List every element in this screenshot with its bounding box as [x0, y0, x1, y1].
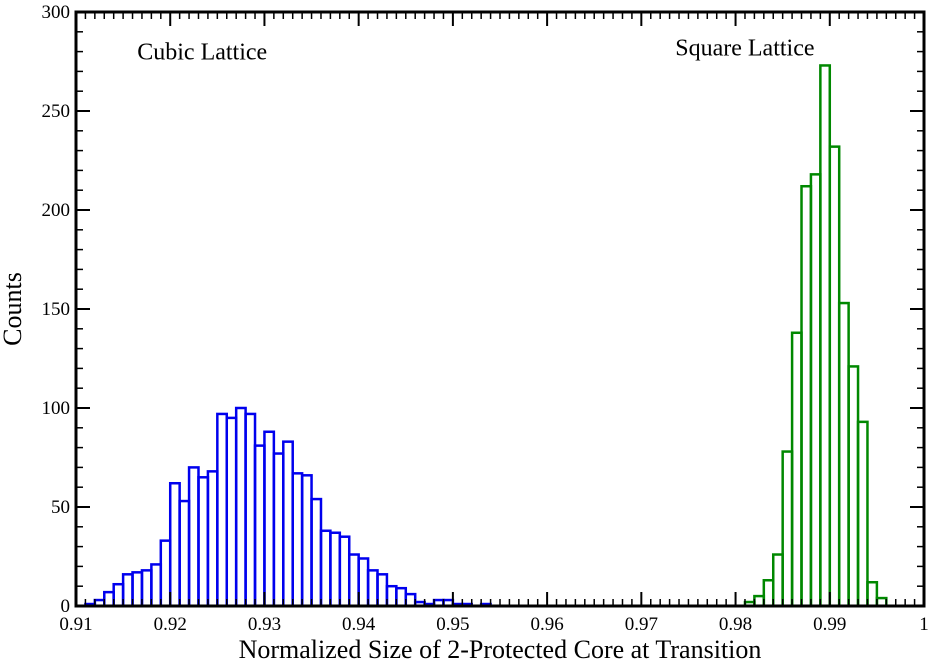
histogram-bar [866, 580, 879, 608]
histogram-bar [395, 586, 408, 608]
histogram-bar [385, 584, 398, 608]
histogram-bar [234, 406, 247, 608]
histogram-bar [131, 571, 144, 608]
histogram-bar [366, 569, 379, 608]
histogram-bar [263, 430, 276, 608]
histogram-bar [800, 184, 813, 608]
histogram-bar [376, 573, 389, 608]
histogram-bar [790, 331, 803, 608]
histogram-bar [168, 481, 181, 608]
y-tick-label: 300 [42, 2, 71, 23]
series-cubic-lattice [84, 406, 492, 608]
series-square-lattice [743, 64, 888, 608]
x-tick-label: 0.99 [813, 614, 846, 635]
annotation-cubic-lattice: Cubic Lattice [137, 40, 267, 66]
histogram-bar [103, 590, 115, 608]
x-tick-label: 0.94 [342, 614, 376, 635]
x-tick-label: 0.92 [154, 614, 187, 635]
histogram-bar [819, 64, 832, 608]
x-axis-title: Normalized Size of 2-Protected Core at T… [239, 635, 762, 663]
y-tick-label: 100 [42, 398, 71, 419]
histogram-bar [762, 579, 775, 608]
histogram-bar [837, 301, 850, 608]
y-tick-label: 150 [42, 299, 71, 320]
x-tick-label: 0.93 [248, 614, 281, 635]
y-tick-label: 50 [51, 497, 70, 518]
x-tick-label: 0.91 [59, 614, 92, 635]
histogram-bar [781, 450, 794, 608]
histogram-bar [847, 365, 860, 608]
y-axis-title: Counts [0, 272, 27, 346]
bars-layer [84, 64, 888, 608]
x-tick-label: 1 [919, 614, 929, 635]
histogram-bar [159, 539, 172, 608]
histogram-bar [206, 470, 219, 608]
histogram-bar [347, 553, 360, 608]
histogram-bar [197, 476, 210, 608]
histogram-bar [338, 535, 351, 608]
y-tick-label: 200 [42, 200, 71, 221]
x-tick-label: 0.95 [436, 614, 469, 635]
histogram-bar [404, 592, 417, 608]
histogram-bar [112, 582, 125, 608]
histogram-bar [272, 452, 285, 608]
histogram-bar [291, 472, 304, 608]
histogram-bar [319, 529, 332, 608]
histogram-bar [310, 497, 323, 608]
x-tick-label: 0.97 [625, 614, 658, 635]
histogram-bar [225, 416, 238, 608]
histogram-bar [856, 420, 869, 608]
x-tick-label: 0.98 [719, 614, 752, 635]
histogram-bar [329, 531, 342, 608]
plot-frame [74, 10, 926, 608]
histogram-bar [282, 440, 294, 608]
ticks-layer [75, 11, 925, 607]
tick-labels-layer: 0.91 0.92 0.93 0.94 0.95 0.96 0.97 0.98 0.99 1 0 50… [42, 2, 929, 635]
histogram-bar [150, 563, 163, 608]
histogram-bar [244, 412, 257, 608]
histogram-bar [187, 466, 200, 608]
histogram-bar [253, 444, 266, 608]
histogram-bar [809, 173, 822, 608]
histogram-bar [121, 573, 134, 608]
histogram-bar [300, 474, 313, 608]
y-tick-label: 0 [61, 596, 71, 617]
histogram-bar [178, 499, 191, 608]
y-tick-label: 250 [42, 101, 71, 122]
annotation-square-lattice: Square Lattice [675, 36, 814, 62]
histogram-bar [771, 553, 784, 608]
histogram-bar [216, 412, 229, 608]
histogram-bar [828, 145, 841, 608]
histogram-bar [140, 569, 153, 608]
histogram-bar [357, 557, 370, 608]
x-tick-label: 0.96 [530, 614, 563, 635]
